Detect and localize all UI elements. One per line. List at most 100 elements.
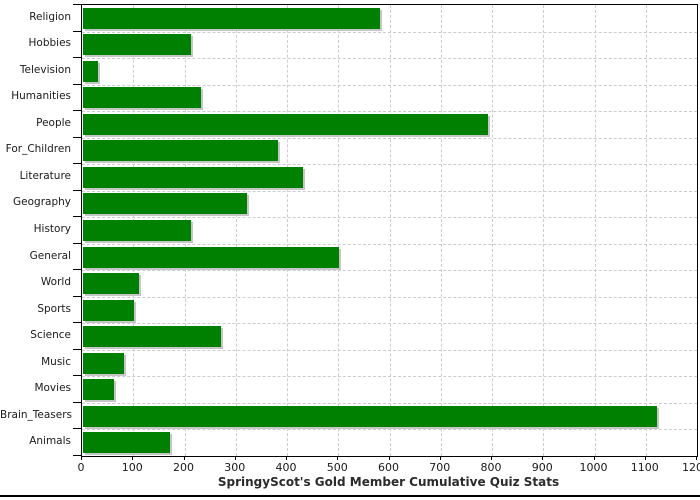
bar-television — [83, 60, 99, 82]
y-tick-mark — [73, 375, 82, 377]
category-label: Movies — [34, 382, 71, 395]
y-tick-mark — [73, 295, 82, 297]
horizontal-gridline — [82, 296, 697, 298]
bar-religion — [83, 7, 381, 29]
category-label: World — [40, 276, 71, 289]
bar-sports — [83, 299, 135, 321]
y-tick-mark — [73, 242, 82, 244]
vertical-gridline — [338, 5, 340, 456]
bar-general — [83, 246, 340, 268]
plot-area — [81, 4, 698, 457]
x-tick-mark — [337, 456, 339, 460]
x-tick-mark — [183, 456, 185, 460]
horizontal-gridline — [82, 243, 697, 245]
bar-history — [83, 220, 191, 241]
horizontal-gridline — [82, 84, 697, 86]
horizontal-gridline — [82, 31, 697, 33]
x-tick-mark — [234, 456, 236, 460]
category-label: Geography — [13, 196, 71, 209]
y-tick-mark — [73, 455, 82, 456]
horizontal-gridline — [82, 58, 697, 60]
y-tick-mark — [73, 348, 82, 350]
y-tick-mark — [73, 322, 82, 324]
y-tick-mark — [73, 269, 82, 271]
category-label: Humanities — [11, 90, 71, 103]
bar-hobbies — [83, 34, 191, 56]
horizontal-gridline — [82, 164, 697, 166]
horizontal-gridline — [82, 323, 697, 325]
y-tick-mark — [73, 428, 82, 430]
category-label: For_Children — [5, 143, 71, 156]
y-tick-mark — [73, 136, 82, 138]
category-label: General — [29, 249, 71, 262]
category-label: Sports — [37, 302, 71, 315]
bar-for_children — [83, 140, 278, 162]
x-tick-label: 800 — [480, 461, 502, 474]
bar-brain_teasers — [83, 405, 657, 427]
vertical-gridline — [235, 5, 237, 456]
x-tick-label: 100 — [121, 461, 143, 474]
chart-title: SpringyScot's Gold Member Cumulative Qui… — [217, 475, 560, 489]
x-tick-label: 700 — [429, 461, 451, 474]
category-label: Music — [41, 355, 71, 368]
horizontal-gridline — [82, 376, 697, 378]
horizontal-gridline — [82, 349, 697, 351]
category-label: Hobbies — [28, 37, 72, 50]
category-label: Brain_Teasers — [0, 408, 73, 421]
x-tick-label: 200 — [173, 461, 194, 474]
vertical-gridline — [594, 5, 596, 456]
bar-people — [83, 113, 488, 135]
horizontal-gridline — [82, 217, 697, 219]
y-tick-mark — [73, 110, 82, 112]
category-label: People — [36, 116, 71, 129]
x-tick-mark — [542, 456, 544, 460]
category-label: Television — [19, 63, 71, 76]
bar-humanities — [83, 87, 201, 109]
vertical-gridline — [645, 5, 647, 456]
vertical-gridline — [492, 5, 493, 456]
category-label: History — [33, 223, 71, 235]
x-tick-mark — [388, 456, 390, 460]
category-label: Literature — [19, 169, 71, 182]
x-tick-label: 600 — [378, 461, 399, 474]
category-label: Animals — [29, 435, 71, 448]
y-tick-mark — [73, 216, 82, 218]
bar-movies — [83, 379, 114, 401]
x-tick-mark — [286, 456, 287, 460]
horizontal-gridline — [82, 111, 697, 113]
horizontal-gridline — [82, 270, 697, 272]
bar-literature — [83, 166, 304, 188]
category-label: Science — [30, 329, 71, 342]
horizontal-gridline — [82, 190, 697, 192]
y-tick-mark — [73, 57, 82, 59]
x-tick-mark — [593, 456, 595, 460]
vertical-gridline — [287, 5, 288, 456]
x-tick-mark — [81, 456, 82, 460]
y-tick-mark — [73, 83, 82, 85]
y-tick-mark — [73, 189, 82, 191]
vertical-gridline — [440, 5, 442, 456]
x-tick-mark — [439, 456, 441, 460]
y-tick-mark — [73, 401, 82, 403]
category-label: Religion — [29, 10, 71, 23]
x-tick-label: 300 — [224, 461, 246, 474]
bar-world — [83, 273, 140, 295]
y-tick-mark — [73, 4, 82, 5]
bar-science — [83, 326, 222, 348]
x-tick-label: 900 — [531, 461, 553, 474]
y-tick-mark — [73, 30, 82, 32]
bottom-border — [0, 495, 700, 497]
x-tick-label: 400 — [275, 461, 297, 474]
x-tick-label: 1000 — [579, 461, 608, 474]
x-tick-mark — [644, 456, 646, 460]
x-tick-mark — [491, 456, 492, 460]
x-tick-mark — [696, 456, 697, 460]
horizontal-gridline — [82, 429, 697, 431]
vertical-gridline — [389, 5, 391, 456]
x-tick-label: 1100 — [630, 461, 659, 474]
x-tick-label: 0 — [77, 461, 85, 474]
horizontal-gridline — [82, 137, 697, 139]
vertical-gridline — [543, 5, 545, 456]
bar-geography — [83, 193, 247, 215]
